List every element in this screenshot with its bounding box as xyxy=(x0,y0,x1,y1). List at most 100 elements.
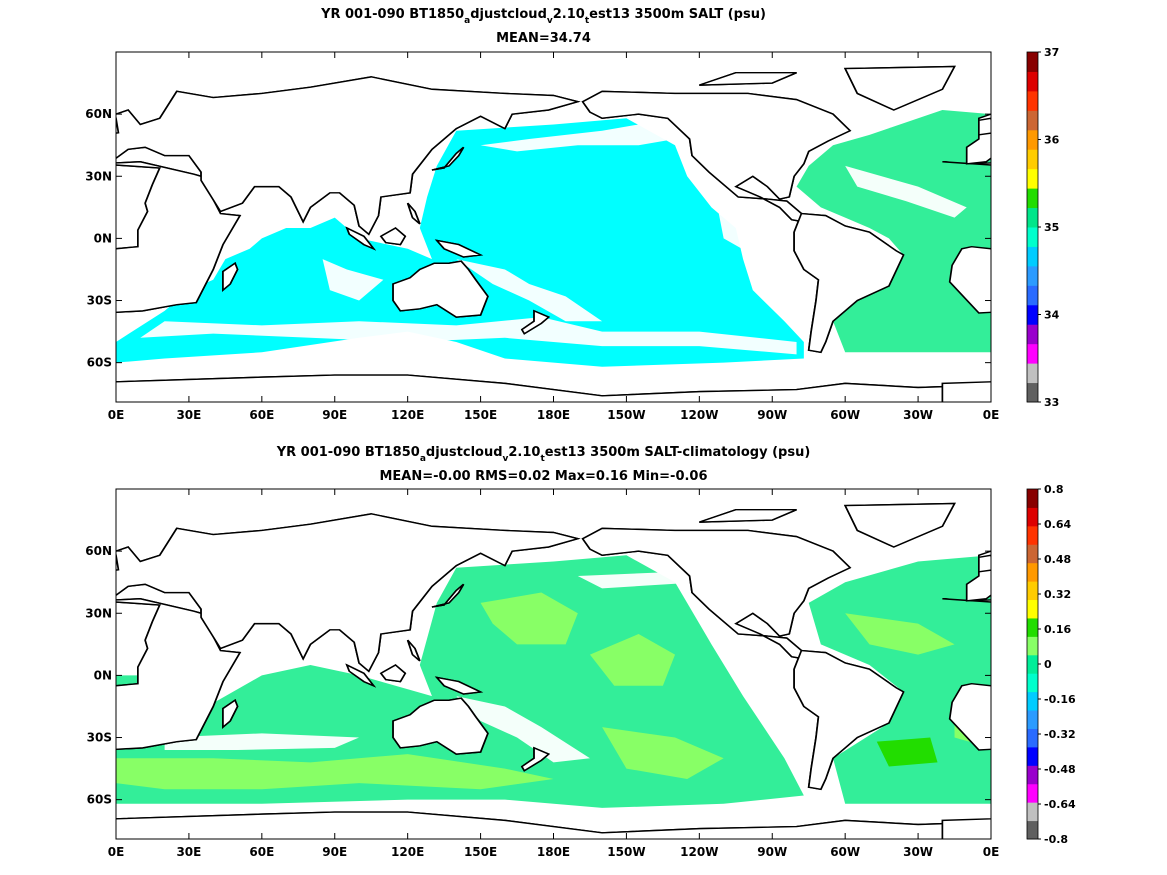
colorbar-label: 0.32 xyxy=(1044,588,1071,601)
x-tick-label: 120W xyxy=(680,845,718,859)
colorbar-segment xyxy=(1027,525,1038,545)
band-indian-south xyxy=(164,733,360,750)
colorbar-label: -0.16 xyxy=(1044,693,1076,706)
colorbar-label: 0.16 xyxy=(1044,623,1071,636)
colorbar-label: 0.48 xyxy=(1044,553,1071,566)
y-tick-label: 60S xyxy=(87,356,112,370)
x-tick-label: 180E xyxy=(537,845,570,859)
colorbar-segment xyxy=(1027,227,1038,247)
x-tick-label: 0E xyxy=(983,408,1000,422)
x-tick-label: 90E xyxy=(322,845,347,859)
colorbar-segment xyxy=(1027,110,1038,131)
colorbar-segment xyxy=(1027,90,1038,111)
x-tick-label: 150W xyxy=(607,845,645,859)
colorbar-segment xyxy=(1027,382,1038,403)
colorbar-label: 35 xyxy=(1044,221,1059,234)
x-tick-label: 90W xyxy=(757,408,787,422)
field-atlantic xyxy=(796,109,991,353)
x-tick-label: 30W xyxy=(903,845,933,859)
panel-subtitle: MEAN=-0.00 RMS=0.02 Max=0.16 Min=-0.06 xyxy=(379,469,707,484)
colorbar: 33 34 35 36 37 xyxy=(1026,46,1060,409)
x-tick-label: 120E xyxy=(391,408,424,422)
band-southern xyxy=(140,317,797,355)
x-tick-label: 60W xyxy=(830,408,860,422)
x-tick-label: 0E xyxy=(108,845,125,859)
y-tick-label: 0N xyxy=(94,668,112,682)
colorbar-segment xyxy=(1027,52,1038,72)
y-tick-label: 60S xyxy=(87,793,112,807)
x-tick-label: 0E xyxy=(108,408,125,422)
pos-patch-2 xyxy=(589,633,676,686)
colorbar-segment xyxy=(1027,710,1038,729)
colorbar-segment xyxy=(1027,765,1038,785)
x-tick-label: 120W xyxy=(680,408,718,422)
band-north-atlantic xyxy=(845,165,967,218)
colorbar: -0.8 -0.64 -0.48 -0.32 -0.16 0 0.16 0.32 0.48 0.6… xyxy=(1026,483,1076,846)
colorbar-segment xyxy=(1027,802,1038,822)
panel-2: YR 001-090 BT1850adjustcloudv2.10test13 … xyxy=(85,445,1076,859)
x-tick-label: 150E xyxy=(464,845,497,859)
x-tick-label: 120E xyxy=(391,845,424,859)
band-east-pacific xyxy=(718,213,809,280)
pos-patch-4 xyxy=(602,727,724,779)
colorbar-segment xyxy=(1027,343,1038,364)
colorbar-segment xyxy=(1027,783,1038,803)
colorbar-label: 34 xyxy=(1044,309,1060,322)
colorbar-segment xyxy=(1027,149,1038,170)
map-field xyxy=(116,489,991,839)
x-tick-label: 60E xyxy=(249,845,274,859)
colorbar-segment xyxy=(1027,324,1038,345)
band-north-pacific xyxy=(577,571,700,589)
band-indian xyxy=(322,259,384,301)
colorbar-segment xyxy=(1027,617,1038,637)
y-tick-label: 30S xyxy=(87,294,112,308)
map-field xyxy=(116,52,991,402)
x-tick-label: 60W xyxy=(830,845,860,859)
colorbar-segment xyxy=(1027,285,1038,306)
colorbar-segment xyxy=(1027,728,1038,748)
field-pacific xyxy=(116,118,804,367)
pos-patch-southern xyxy=(116,754,554,790)
panel-1: YR 001-090 BT1850adjustcloudv2.10test13 … xyxy=(85,7,1060,422)
colorbar-label: -0.8 xyxy=(1044,833,1068,846)
colorbar-segment xyxy=(1027,562,1038,582)
y-tick-label: 30N xyxy=(85,606,112,620)
colorbar-segment xyxy=(1027,71,1038,92)
x-tick-label: 30W xyxy=(903,408,933,422)
colorbar-label: 0.8 xyxy=(1044,483,1064,496)
colorbar-segment xyxy=(1027,746,1038,766)
panel-title: YR 001-090 BT1850adjustcloudv2.10test13 … xyxy=(320,7,766,26)
x-tick-label: 0E xyxy=(983,845,1000,859)
x-tick-label: 150W xyxy=(607,408,645,422)
x-tick-label: 30E xyxy=(176,845,201,859)
x-tick-label: 90W xyxy=(757,845,787,859)
colorbar-label: 33 xyxy=(1044,396,1059,409)
colorbar-segment xyxy=(1027,691,1038,711)
colorbar-segment xyxy=(1027,673,1038,693)
panel-title: YR 001-090 BT1850adjustcloudv2.10test13 … xyxy=(276,445,811,464)
colorbar-label: -0.48 xyxy=(1044,763,1076,776)
colorbar-segment xyxy=(1027,188,1038,209)
x-tick-label: 180E xyxy=(537,408,570,422)
y-tick-label: 30S xyxy=(87,731,112,745)
colorbar-label: 0 xyxy=(1044,658,1052,671)
x-tick-label: 30E xyxy=(176,408,201,422)
x-tick-label: 60E xyxy=(249,408,274,422)
colorbar-segment xyxy=(1027,246,1038,267)
x-tick-label: 150E xyxy=(464,408,497,422)
colorbar-segment xyxy=(1027,304,1038,325)
band-east-pacific xyxy=(723,654,809,728)
band-north-pacific xyxy=(480,124,676,152)
colorbar-label: -0.32 xyxy=(1044,728,1076,741)
pos-patch-6 xyxy=(845,613,955,655)
y-tick-label: 0N xyxy=(94,231,112,245)
colorbar-segment xyxy=(1027,820,1038,840)
band-tasman xyxy=(456,696,590,763)
colorbar-segment xyxy=(1027,168,1038,189)
x-tick-label: 90E xyxy=(322,408,347,422)
colorbar-segment xyxy=(1027,654,1038,674)
y-tick-label: 30N xyxy=(85,169,112,183)
pos-patch-1 xyxy=(480,592,578,645)
colorbar-segment xyxy=(1027,129,1038,150)
